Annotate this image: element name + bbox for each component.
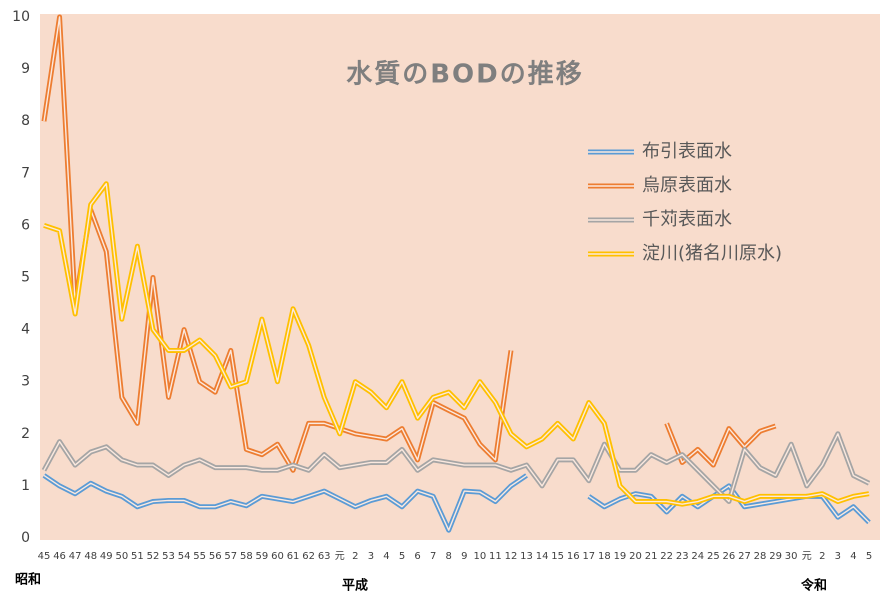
x-tick-label: 21: [645, 551, 658, 562]
y-tick-label: 6: [21, 217, 30, 233]
era-label: 平成: [342, 578, 368, 593]
x-tick-label: 59: [256, 551, 269, 562]
x-tick-label: 2: [819, 551, 825, 562]
x-tick-label: 25: [707, 551, 720, 562]
x-tick-label: 13: [520, 551, 533, 562]
x-tick-label: 6: [414, 551, 420, 562]
x-tick-label: 62: [302, 551, 315, 562]
x-tick-label: 27: [738, 551, 751, 562]
series-line-inner: [43, 183, 870, 505]
x-tick-label: 16: [567, 551, 580, 562]
y-tick-label: 8: [21, 113, 30, 129]
era-label: 令和: [801, 578, 827, 593]
x-tick-label: 57: [224, 551, 237, 562]
x-tick-label: 5: [866, 551, 872, 562]
x-tick-label: 47: [69, 551, 82, 562]
x-tick-label: 26: [723, 551, 736, 562]
plot-area: [40, 14, 880, 540]
y-tick-label: 7: [21, 165, 30, 181]
x-tick-label: 54: [178, 551, 191, 562]
legend-label: 千苅表面水: [642, 209, 732, 230]
y-tick-label: 0: [21, 530, 30, 546]
x-tick-label: 50: [115, 551, 128, 562]
x-tick-label: 8: [446, 551, 452, 562]
y-tick-label: 5: [21, 270, 30, 286]
x-tick-label: 15: [551, 551, 564, 562]
legend-label: 布引表面水: [642, 141, 732, 162]
x-tick-label: 22: [660, 551, 673, 562]
x-tick-label: 46: [53, 551, 66, 562]
x-tick-label: 5: [399, 551, 405, 562]
x-tick-label: 19: [614, 551, 627, 562]
x-tick-label: 7: [430, 551, 436, 562]
x-tick-label: 18: [598, 551, 611, 562]
x-tick-label: 2: [352, 551, 358, 562]
x-tick-label: 49: [100, 551, 113, 562]
x-tick-label: 12: [505, 551, 518, 562]
x-tick-label: 45: [38, 551, 51, 562]
legend-label: 淀川(猪名川原水): [642, 243, 782, 264]
x-tick-label: 58: [240, 551, 253, 562]
x-tick-label: 14: [536, 551, 549, 562]
y-tick-label: 4: [21, 322, 30, 338]
x-tick-label: 63: [318, 551, 331, 562]
x-tick-label: 20: [629, 551, 642, 562]
x-tick-label: 4: [850, 551, 856, 562]
x-tick-label: 29: [769, 551, 782, 562]
x-tick-label: 52: [147, 551, 160, 562]
x-tick-label: 61: [287, 551, 300, 562]
y-tick-label: 10: [12, 9, 30, 25]
x-tick-label: 3: [835, 551, 841, 562]
x-tick-label: 3: [368, 551, 374, 562]
chart-title: 水質のBODの推移: [346, 60, 584, 90]
x-tick-label: 48: [84, 551, 97, 562]
x-tick-label: 55: [193, 551, 206, 562]
y-tick-label: 3: [21, 374, 30, 390]
y-tick-label: 1: [21, 478, 30, 494]
x-tick-label: 56: [209, 551, 222, 562]
series-line-inner: [43, 433, 870, 503]
x-tick-label: 元: [802, 551, 812, 562]
x-tick-label: 51: [131, 551, 144, 562]
x-tick-label: 24: [691, 551, 704, 562]
x-tick-label: 10: [473, 551, 486, 562]
x-tick-label: 元: [335, 551, 345, 562]
x-tick-label: 30: [785, 551, 798, 562]
y-tick-label: 2: [21, 426, 30, 442]
x-tick-label: 9: [461, 551, 467, 562]
era-label: 昭和: [15, 572, 41, 588]
y-tick-label: 9: [21, 61, 30, 77]
legend-label: 烏原表面水: [642, 175, 732, 196]
x-tick-label: 4: [383, 551, 389, 562]
x-tick-label: 28: [754, 551, 767, 562]
x-tick-label: 11: [489, 551, 502, 562]
x-tick-label: 60: [271, 551, 284, 562]
x-tick-label: 53: [162, 551, 175, 562]
x-tick-label: 23: [676, 551, 689, 562]
x-tick-label: 17: [582, 551, 595, 562]
